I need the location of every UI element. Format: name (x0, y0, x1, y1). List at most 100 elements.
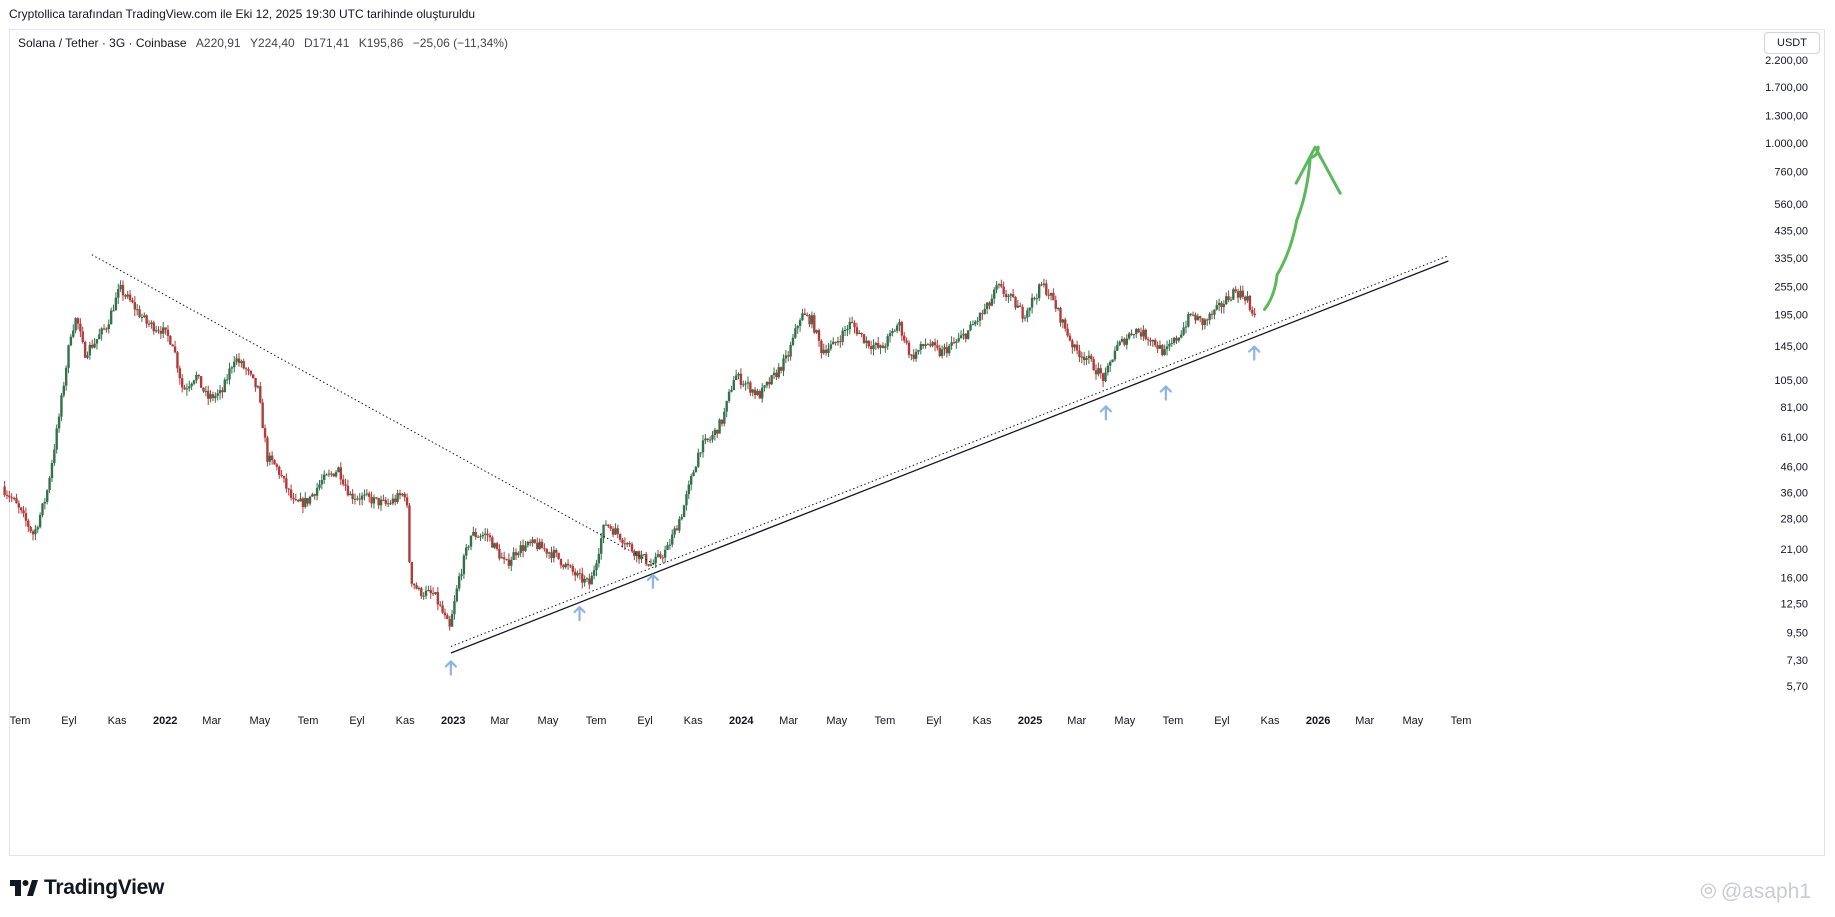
candle (1201, 318, 1204, 331)
candle (1101, 372, 1105, 388)
support-trendline-dotted[interactable] (450, 255, 1449, 647)
time-tick-label: 2022 (153, 715, 177, 727)
candle (680, 514, 683, 521)
trendlines-layer (91, 145, 1449, 676)
candle (966, 330, 970, 340)
candle (247, 367, 250, 376)
candle (27, 518, 30, 533)
price-tick-label: 7,30 (1787, 655, 1808, 667)
candle (1023, 315, 1027, 322)
candle (8, 490, 11, 503)
candle (242, 358, 245, 370)
candle (375, 497, 378, 500)
candle (957, 332, 960, 343)
candle (652, 559, 655, 566)
candle (753, 387, 757, 399)
candle (1078, 344, 1081, 363)
candle (921, 343, 925, 350)
candle (948, 343, 951, 356)
time-tick-label: Kas (1261, 715, 1280, 727)
candle (372, 494, 376, 509)
candle (720, 419, 724, 427)
candle (791, 334, 795, 347)
candle (135, 303, 139, 316)
candle (199, 376, 203, 388)
candle (917, 349, 920, 355)
candle (1092, 356, 1095, 371)
candle (1170, 337, 1173, 347)
symbol-legend[interactable]: Solana / Tether · 3G · Coinbase A220,91 … (18, 36, 508, 50)
candle (550, 546, 553, 563)
price-tick-label: 560,00 (1774, 199, 1808, 211)
candle (107, 319, 110, 334)
candle (517, 551, 520, 558)
candle (1246, 291, 1249, 303)
candle (578, 568, 582, 580)
candle (157, 326, 160, 334)
candle (803, 308, 807, 315)
candle (552, 545, 556, 563)
candles-layer (3, 278, 1256, 631)
candle (495, 541, 499, 551)
support-trendline[interactable] (450, 260, 1449, 654)
downtrend-line[interactable] (91, 254, 657, 566)
candle (756, 388, 759, 396)
candle (370, 491, 373, 508)
candle (439, 601, 442, 607)
candle (938, 344, 941, 358)
candle (431, 587, 435, 597)
candle (299, 492, 302, 502)
candle (1146, 336, 1150, 346)
candle (782, 354, 785, 377)
candle (1215, 300, 1218, 311)
candle (1241, 285, 1244, 300)
candle (5, 490, 9, 500)
candle (540, 538, 544, 549)
candle (877, 336, 880, 350)
candle (981, 310, 984, 320)
candle (185, 383, 189, 396)
candle (808, 314, 811, 328)
candle (571, 563, 575, 576)
price-tick-label: 1.700,00 (1765, 82, 1808, 94)
candle (850, 316, 854, 324)
candle (405, 493, 409, 508)
candle (855, 322, 859, 337)
candle (150, 320, 153, 329)
time-tick-label: Eyl (61, 715, 76, 727)
candle (543, 543, 546, 552)
candle (993, 287, 996, 304)
candle (988, 301, 991, 310)
projection-arrowhead-icon (1294, 145, 1342, 195)
candle (1243, 295, 1247, 305)
time-tick-label: Eyl (926, 715, 941, 727)
candle (81, 326, 84, 344)
candle (739, 368, 743, 389)
time-axis[interactable]: Tem Eyl Kas 2022 Mar May Tem Eyl Kas 2023 Mar May Te… (10, 715, 1472, 727)
candle (95, 339, 99, 350)
tradingview-logo[interactable]: TradingView (10, 876, 164, 900)
candle (794, 323, 797, 339)
candle (301, 496, 305, 514)
price-axis[interactable]: 2.200,00 1.700,00 1.300,00 1.000,00 760,00 56… (1765, 55, 1808, 693)
candle (581, 567, 584, 589)
candle (308, 495, 312, 506)
candle (730, 385, 733, 393)
candle (1116, 340, 1119, 352)
candle (1248, 294, 1252, 312)
candle (1144, 328, 1147, 341)
candle (86, 351, 89, 360)
candle (72, 324, 75, 339)
candle (1064, 317, 1067, 332)
candle (521, 539, 525, 558)
candle (524, 540, 527, 552)
candle (214, 392, 217, 403)
candle (41, 503, 44, 518)
candle (171, 344, 174, 347)
candle (259, 381, 262, 404)
candle (995, 280, 998, 294)
candle (1194, 312, 1197, 324)
projection-arrow[interactable] (1263, 145, 1320, 311)
currency-selector[interactable]: USDT (1764, 32, 1820, 54)
